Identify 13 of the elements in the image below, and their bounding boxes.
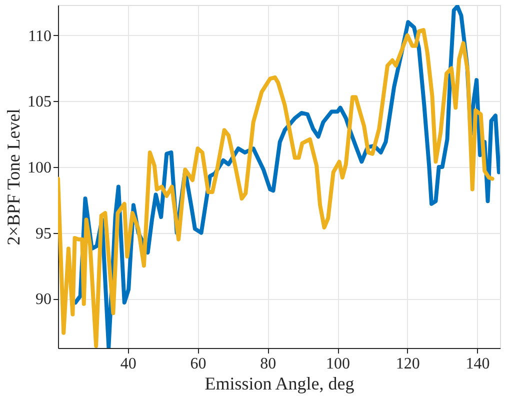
- x-tick-label: 40: [120, 356, 136, 372]
- x-tick-label: 60: [190, 356, 206, 372]
- x-tick-label: 140: [466, 356, 490, 372]
- x-tick-label: 120: [396, 356, 420, 372]
- y-tick-label: 95: [36, 225, 52, 242]
- y-tick-label: 105: [28, 94, 52, 111]
- y-tick-label: 110: [28, 28, 52, 45]
- x-tick-label: 80: [260, 356, 276, 372]
- y-tick-label: 100: [28, 159, 52, 176]
- y-axis-title: 2×BPF Tone Level: [4, 108, 24, 246]
- x-tick-label: 100: [326, 356, 350, 372]
- x-axis-title: Emission Angle, deg: [204, 374, 354, 394]
- y-tick-label: 90: [36, 291, 52, 308]
